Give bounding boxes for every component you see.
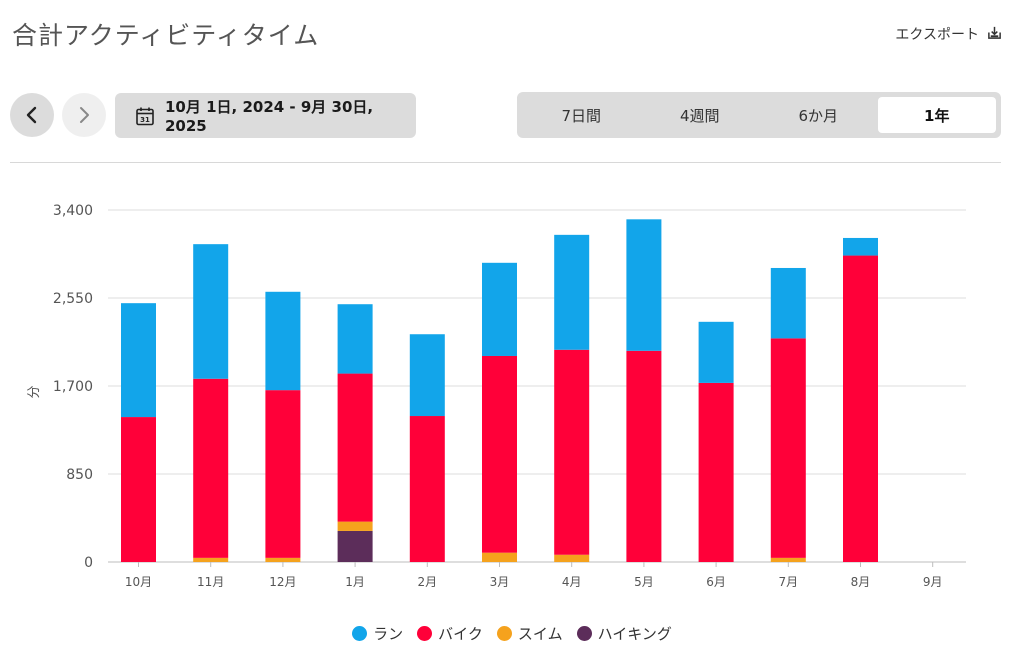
legend-swatch xyxy=(417,626,433,641)
range-1-year-tab[interactable]: 1年 xyxy=(877,97,996,133)
legend-swatch xyxy=(576,626,592,641)
bar-segment[interactable] xyxy=(482,355,517,553)
bar-segment[interactable] xyxy=(626,350,662,562)
bar-segment[interactable] xyxy=(843,255,878,562)
x-tick-label: 12月 xyxy=(269,575,296,589)
svg-text:31: 31 xyxy=(140,116,150,124)
legend-label: バイク xyxy=(438,625,483,643)
legend-label: ラン xyxy=(373,625,404,643)
bar-segment[interactable] xyxy=(337,521,373,531)
bar-segment[interactable] xyxy=(265,557,301,562)
bar-segment[interactable] xyxy=(626,219,662,351)
bar-segment[interactable] xyxy=(409,416,445,562)
x-tick-label: 8月 xyxy=(851,575,871,589)
x-tick-label: 4月 xyxy=(562,575,582,589)
x-tick-label: 6月 xyxy=(706,575,726,589)
bar-segment[interactable] xyxy=(193,557,229,562)
range-6-months-tab[interactable]: 6か月 xyxy=(798,106,839,125)
bar-segment[interactable] xyxy=(554,554,590,562)
chevron-left-icon xyxy=(26,106,37,124)
bar-segment[interactable] xyxy=(121,303,156,418)
x-tick-label: 1月 xyxy=(345,575,365,589)
bar-segment[interactable] xyxy=(698,321,734,383)
bar-segment[interactable] xyxy=(770,338,806,558)
previous-period-button[interactable] xyxy=(10,93,54,137)
legend-label: ハイキング xyxy=(597,625,672,643)
bar-segment[interactable] xyxy=(770,267,806,339)
bar-segment[interactable] xyxy=(121,417,156,562)
legend-item[interactable]: スイム xyxy=(496,623,563,644)
x-tick-label: 10月 xyxy=(125,575,152,589)
bar-segment[interactable] xyxy=(193,378,229,558)
legend-item[interactable]: ハイキング xyxy=(576,623,672,644)
export-label: エクスポート xyxy=(895,27,979,43)
bar-segment[interactable] xyxy=(554,349,590,555)
bar-segment[interactable] xyxy=(554,234,590,350)
bar-segment[interactable] xyxy=(337,530,373,562)
export-button[interactable]: エクスポート xyxy=(895,24,1002,44)
bar-segment[interactable] xyxy=(409,334,445,417)
bar-segment[interactable] xyxy=(698,382,734,562)
legend-swatch xyxy=(496,626,512,641)
x-tick-label: 2月 xyxy=(417,575,437,589)
y-tick-label: 0 xyxy=(84,555,93,571)
activity-time-chart: 0 850 1,700 2,550 3,400 分 10月 11月 12月 1月 2月 3月 4月 5月 6… xyxy=(27,203,966,589)
bar-segment[interactable] xyxy=(265,291,301,391)
export-icon xyxy=(987,25,1002,44)
range-selector: 7日間 4週間 6か月 1年 xyxy=(517,92,1001,138)
bar-segment[interactable] xyxy=(265,390,301,558)
page-title: 合計アクティビティタイム xyxy=(12,21,320,50)
header-divider xyxy=(10,162,1001,163)
x-tick-label: 3月 xyxy=(490,575,510,589)
bar-segment[interactable] xyxy=(843,237,878,256)
bar-segment[interactable] xyxy=(337,304,373,374)
x-tick-label: 5月 xyxy=(634,575,654,589)
y-tick-label: 1,700 xyxy=(53,379,93,395)
legend-label: スイム xyxy=(517,625,563,643)
bar-segment[interactable] xyxy=(482,552,517,562)
x-tick-label: 9月 xyxy=(923,575,943,589)
bar-segment[interactable] xyxy=(193,244,229,379)
x-tick-label: 11月 xyxy=(197,575,224,589)
next-period-button[interactable] xyxy=(62,93,106,137)
chart-legend: ラン バイク スイム ハイキング xyxy=(0,623,1024,644)
y-tick-label: 2,550 xyxy=(53,291,93,307)
legend-swatch xyxy=(352,626,368,641)
bar-segment[interactable] xyxy=(770,557,806,562)
y-tick-label: 850 xyxy=(66,467,93,483)
legend-item[interactable]: バイク xyxy=(417,623,483,644)
date-range-label: 10月 1日, 2024 - 9月 30日, 2025 xyxy=(165,98,374,135)
bar-segment[interactable] xyxy=(482,262,517,356)
chevron-right-icon xyxy=(80,107,89,123)
y-tick-label: 3,400 xyxy=(53,203,93,219)
legend-item[interactable]: ラン xyxy=(352,623,403,644)
date-range-picker[interactable]: 31 10月 1日, 2024 - 9月 30日, 2025 xyxy=(115,93,416,138)
range-7-days-tab[interactable]: 7日間 xyxy=(561,106,602,125)
calendar-icon: 31 xyxy=(136,107,154,125)
range-4-weeks-tab[interactable]: 4週間 xyxy=(679,106,720,125)
x-tick-label: 7月 xyxy=(778,575,798,589)
y-axis-label: 分 xyxy=(27,385,42,398)
bar-segment[interactable] xyxy=(337,373,373,522)
